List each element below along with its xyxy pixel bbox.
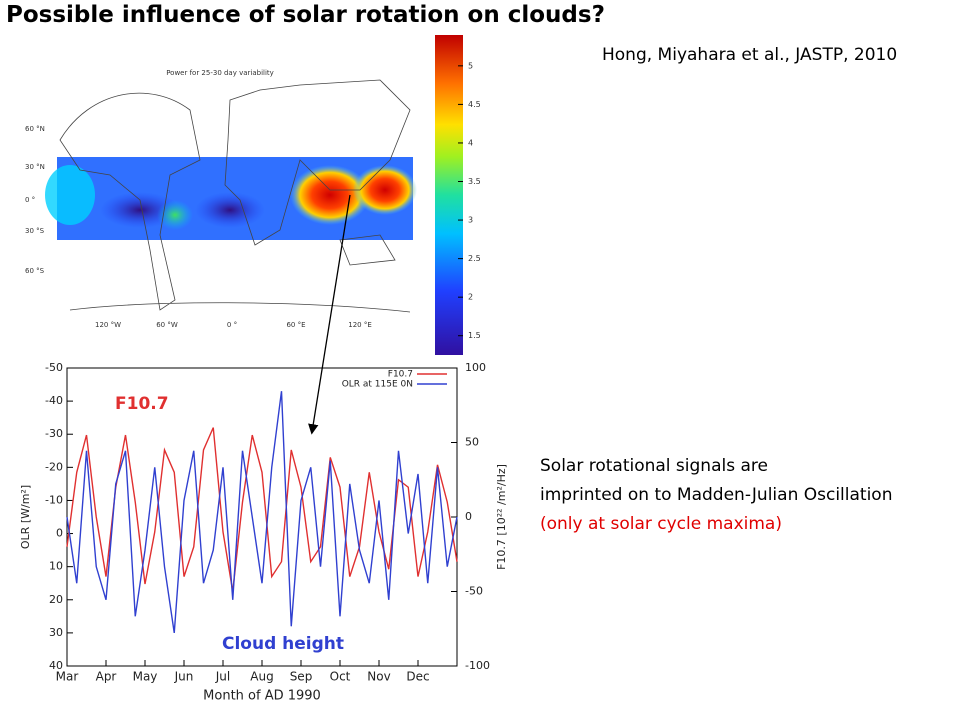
x-tick-label: Mar	[56, 670, 79, 684]
x-axis-label: Month of AD 1990	[203, 689, 321, 704]
lon-label: 60 °W	[156, 321, 178, 329]
colorbar-tick-label: 3.5	[468, 177, 481, 186]
x-tick-label: May	[133, 670, 158, 684]
power-region	[195, 192, 265, 228]
x-tick-label: Jul	[215, 670, 230, 684]
note: (only at solar cycle maxima)	[540, 514, 782, 534]
y-tick-label: -20	[45, 460, 63, 473]
series-line	[66, 391, 458, 633]
y2-tick-label: -50	[465, 585, 483, 598]
colorbar-tick-label: 2	[468, 293, 473, 302]
note: Solar rotational signals are	[540, 456, 768, 476]
x-tick-label: Apr	[96, 670, 117, 684]
lon-label: 120 °E	[348, 321, 372, 329]
lat-label: 60 °N	[25, 125, 45, 133]
power-region	[353, 165, 417, 215]
arrow	[308, 194, 351, 435]
y-axis-label: OLR [W/m²]	[19, 485, 32, 549]
note: imprinted on to Madden-Julian Oscillatio…	[540, 485, 893, 505]
map-title: Power for 25-30 day variability	[166, 69, 274, 77]
y-tick-label: -30	[45, 427, 63, 440]
y2-tick-label: 100	[465, 361, 486, 374]
lat-label: 30 °N	[25, 163, 45, 171]
x-tick-label: Jun	[174, 670, 194, 684]
x-tick-label: Dec	[406, 670, 429, 684]
y2-axis-label: F10.7 [10²² /m²/Hz]	[495, 464, 508, 570]
lat-label: 0 °	[25, 196, 35, 204]
citation: Hong, Miyahara et al., JASTP, 2010	[602, 45, 898, 65]
series-line	[66, 427, 458, 592]
x-tick-label: Oct	[330, 670, 351, 684]
power-region	[157, 200, 193, 230]
lat-label: 30 °S	[25, 227, 45, 235]
legend-label: OLR at 115E 0N	[342, 380, 413, 390]
x-tick-label: Sep	[290, 670, 313, 684]
y-tick-label: -40	[45, 394, 63, 407]
colorbar-tick-label: 4	[468, 138, 473, 147]
colorbar	[435, 35, 463, 355]
power-region	[45, 165, 95, 225]
y-tick-label: 20	[49, 593, 63, 606]
y-tick-label: 10	[49, 560, 63, 573]
x-tick-label: Nov	[367, 670, 390, 684]
y-tick-label: -50	[45, 361, 63, 374]
power-region	[290, 165, 370, 225]
lon-label: 0 °	[227, 321, 237, 329]
legend-label: F10.7	[388, 370, 413, 380]
annotation: F10.7	[115, 394, 169, 414]
y2-tick-label: 0	[465, 510, 472, 523]
y-tick-label: 30	[49, 626, 63, 639]
lon-label: 60 °E	[286, 321, 305, 329]
colorbar-tick-label: 1.5	[468, 331, 481, 340]
continent-outline	[59, 79, 411, 313]
y2-tick-label: 50	[465, 436, 479, 449]
x-tick-label: Aug	[250, 670, 273, 684]
slide-title: Possible influence of solar rotation on …	[6, 2, 605, 28]
y-tick-label: -10	[45, 493, 63, 506]
annotation: Cloud height	[222, 634, 344, 654]
lon-label: 120 °W	[95, 321, 121, 329]
y-tick-label: 40	[49, 659, 63, 672]
y2-tick-label: -100	[465, 659, 490, 672]
lat-label: 60 °S	[25, 267, 45, 275]
colorbar-tick-label: 3	[468, 216, 473, 225]
colorbar-tick-label: 2.5	[468, 254, 481, 263]
colorbar-tick-label: 5	[468, 61, 473, 70]
y-tick-label: 0	[56, 527, 63, 540]
colorbar-tick-label: 4.5	[468, 100, 481, 109]
